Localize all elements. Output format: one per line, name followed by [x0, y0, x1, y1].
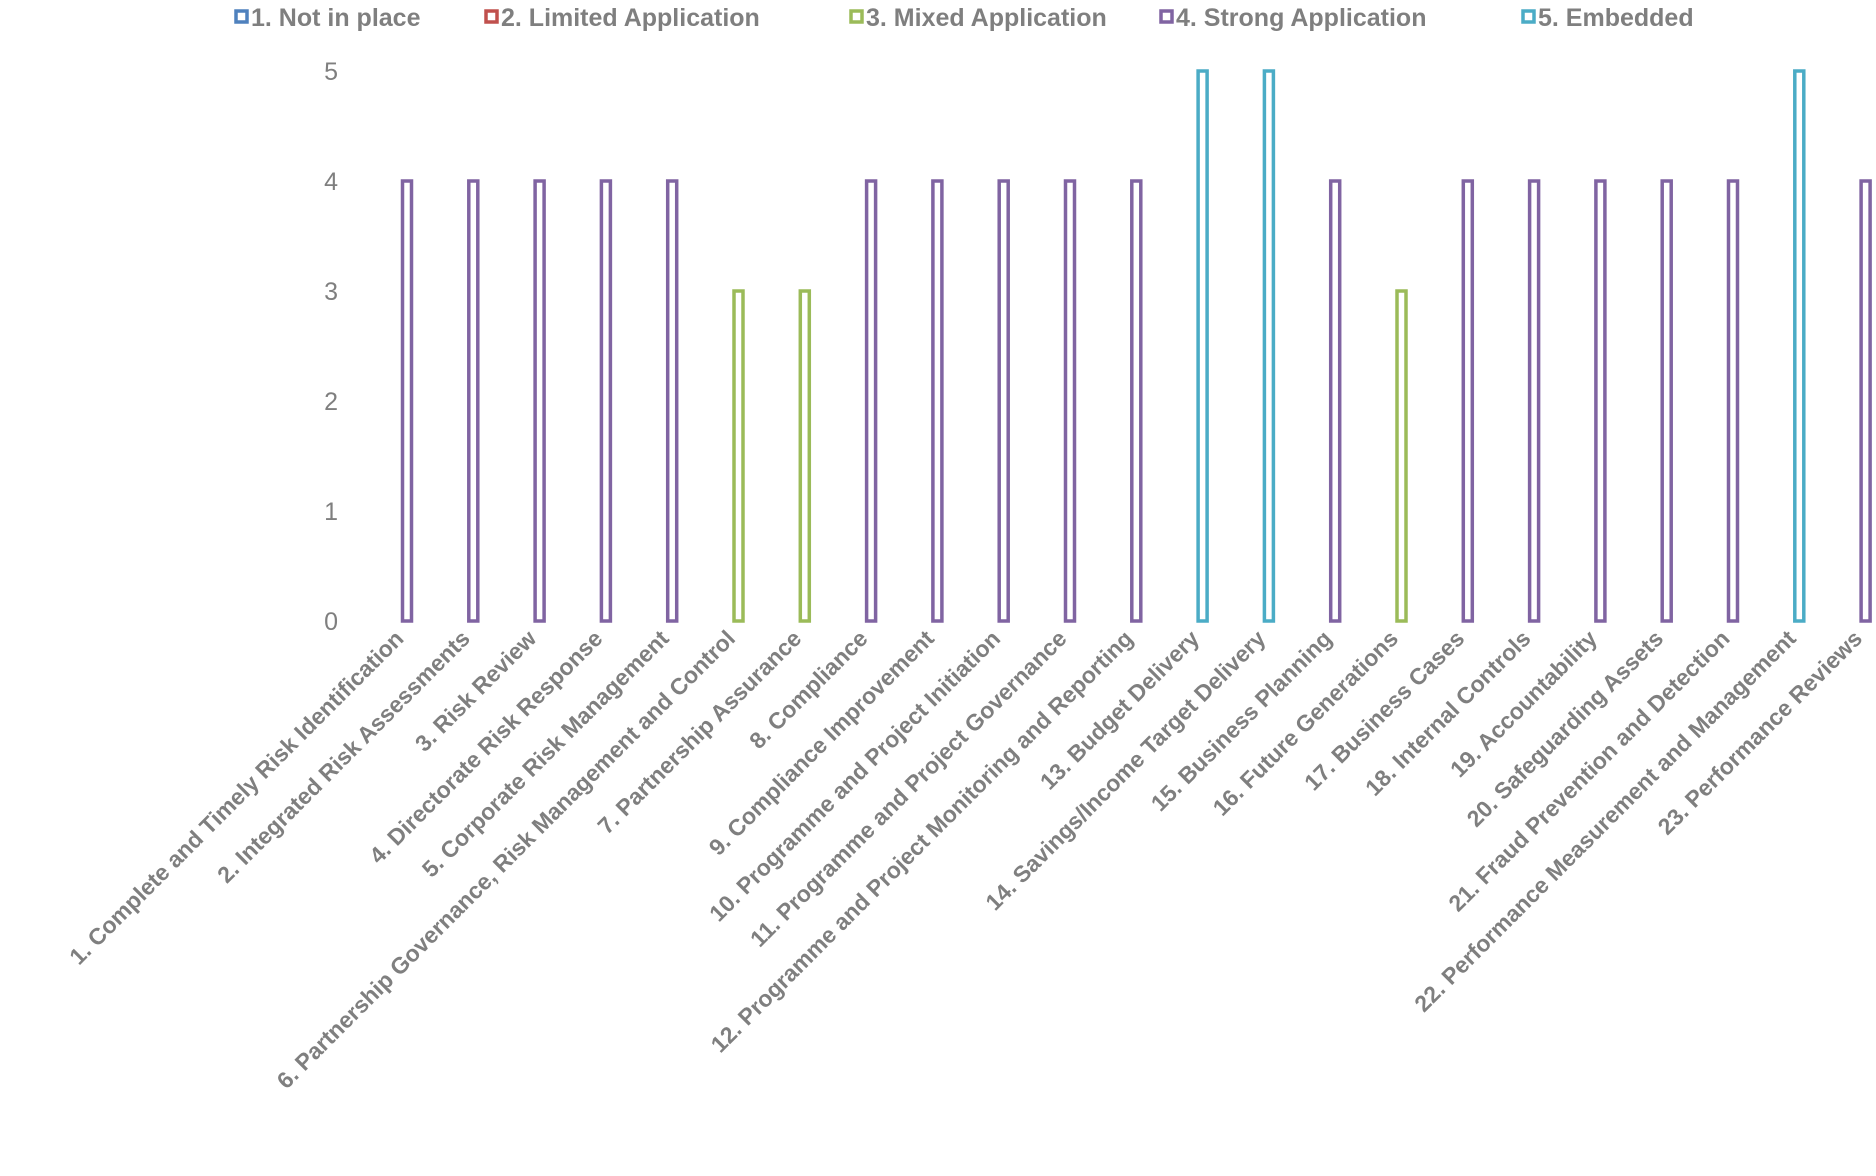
- legend-item: 2. Limited Application: [484, 4, 760, 32]
- bar: [1859, 179, 1872, 623]
- bar: [1262, 69, 1276, 623]
- y-tick-label: 3: [324, 278, 338, 306]
- bar: [997, 179, 1010, 623]
- bars: [400, 69, 1872, 623]
- bar: [732, 289, 745, 623]
- legend: 1. Not in place 2. Limited Application 3. …: [234, 4, 1694, 32]
- legend-item: 4. Strong Application: [1159, 4, 1426, 32]
- bar: [1328, 179, 1342, 623]
- bar: [1130, 179, 1143, 623]
- legend-swatch-icon: [1521, 9, 1536, 24]
- x-tick-label: 3. Risk Review: [410, 625, 541, 756]
- y-tick-label: 5: [324, 58, 338, 86]
- bar: [1196, 69, 1209, 623]
- bar: [1527, 179, 1541, 623]
- bar: [1461, 179, 1475, 623]
- y-tick-label: 1: [324, 498, 338, 526]
- legend-label: 1. Not in place: [251, 4, 421, 32]
- legend-label: 3. Mixed Application: [866, 4, 1107, 32]
- y-tick-label: 0: [324, 608, 338, 636]
- legend-swatch-icon: [234, 9, 249, 24]
- legend-item: 5. Embedded: [1521, 4, 1694, 32]
- bar: [798, 289, 812, 623]
- bar: [1395, 289, 1408, 623]
- legend-item: 3. Mixed Application: [849, 4, 1107, 32]
- x-tick-label: 1. Complete and Timely Risk Identificati…: [64, 625, 408, 969]
- legend-label: 5. Embedded: [1538, 4, 1694, 32]
- bar: [1660, 179, 1673, 623]
- legend-swatch-icon: [1159, 9, 1174, 24]
- bar: [599, 179, 613, 623]
- bar: [533, 179, 546, 623]
- x-tick-label: 5. Corporate Risk Management: [417, 625, 674, 882]
- bar: [931, 179, 944, 623]
- legend-swatch-icon: [849, 9, 864, 24]
- bar: [665, 179, 679, 623]
- y-tick-label: 2: [324, 388, 338, 416]
- y-axis: 0 1 2 3 4 5: [324, 58, 338, 636]
- bar: [1726, 179, 1740, 623]
- bar: [1063, 179, 1077, 623]
- bar: [1594, 179, 1607, 623]
- y-tick-label: 4: [324, 168, 338, 196]
- x-axis: 1. Complete and Timely Risk Identificati…: [64, 625, 1867, 1094]
- legend-item: 1. Not in place: [234, 4, 421, 32]
- bar: [400, 179, 414, 623]
- bar: [467, 179, 480, 623]
- legend-swatch-icon: [484, 9, 499, 24]
- bar: [1793, 69, 1806, 623]
- bar: [864, 179, 878, 623]
- legend-label: 4. Strong Application: [1176, 4, 1426, 32]
- x-tick-label: 8. Compliance: [744, 625, 873, 754]
- legend-label: 2. Limited Application: [501, 4, 760, 32]
